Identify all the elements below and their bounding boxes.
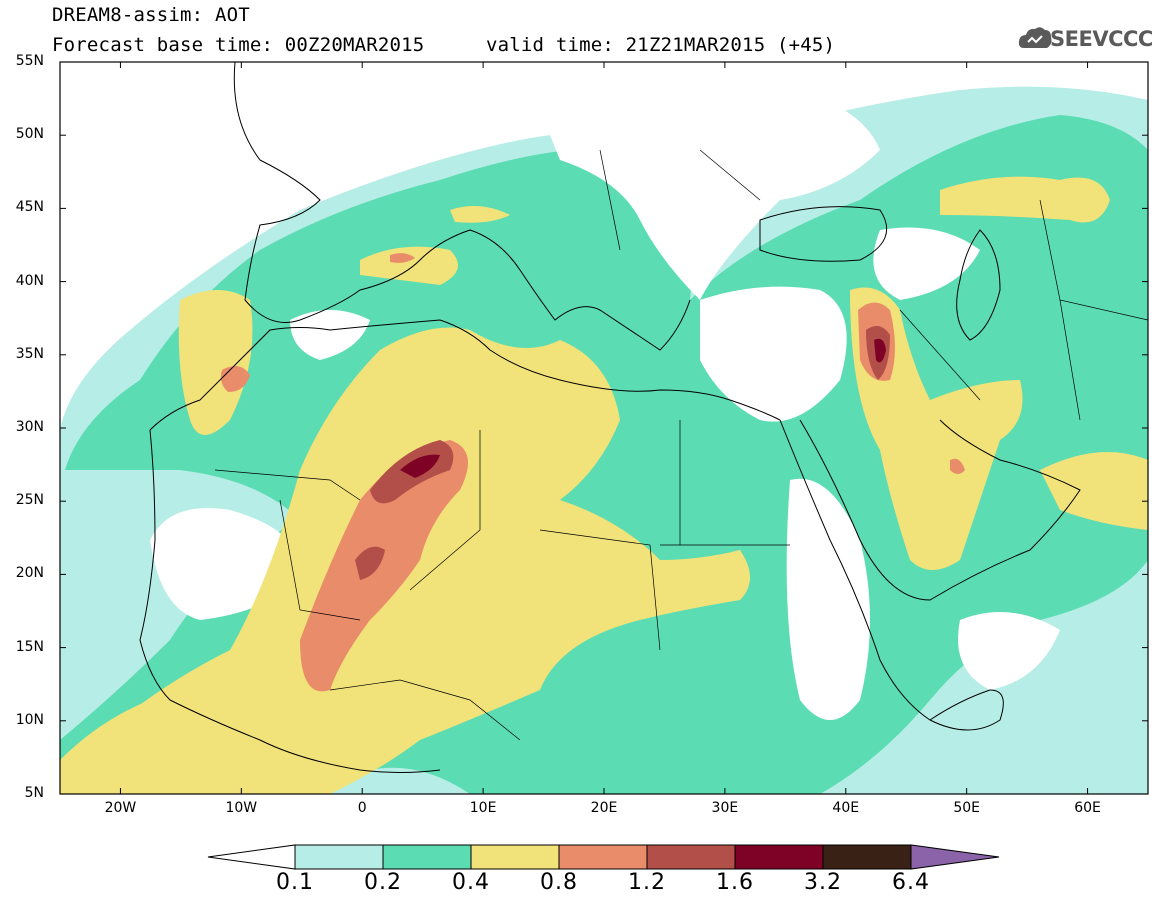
coast-arabia [799, 419, 1081, 601]
colorbar-level-label: 3.2 [804, 870, 842, 895]
coast-blacksea [759, 206, 888, 262]
lon-label: 10E [469, 800, 497, 816]
forecast-base-time: Forecast base time: 00Z20MAR2015 [52, 34, 425, 56]
colorbar-box [646, 844, 736, 870]
colorbar-level-label: 1.2 [628, 870, 666, 895]
lat-label: 5N [24, 785, 44, 801]
lon-label: 50E [953, 800, 980, 816]
colorbar-under-cap [207, 844, 296, 870]
axis-ticks [60, 61, 1148, 795]
coastlines [139, 62, 1081, 773]
lat-label: 25N [15, 492, 44, 509]
clear-europe [540, 78, 880, 300]
colorbar-box [382, 844, 472, 870]
aot-band-1.6-sahara [400, 454, 440, 478]
coast-africa-west [139, 429, 441, 773]
clear-iberia-sea [290, 310, 370, 360]
lat-label: 10N [15, 711, 44, 728]
cloud-logo-icon [1018, 27, 1052, 48]
map-title: DREAM8-assim: AOT [52, 4, 250, 26]
coast-redsea [779, 419, 991, 721]
coast-caspian [956, 229, 1001, 341]
aot-shading [60, 62, 1148, 794]
aot-band-0.4-libya [520, 366, 600, 430]
colorbar-box [470, 844, 560, 870]
colorbar-level-label: 0.8 [540, 870, 578, 895]
colorbar-level-label: 0.4 [452, 870, 490, 895]
colorbar [207, 844, 1000, 870]
colorbar-level-label: 6.4 [892, 870, 930, 895]
colorbar-level-label: 1.6 [716, 870, 754, 895]
lat-label: 40N [15, 272, 44, 289]
lat-label: 50N [15, 126, 44, 143]
colorbar-box [734, 844, 824, 870]
valid-time: valid time: 21Z21MAR2015 (+45) [486, 34, 836, 56]
coast-europe-west [233, 62, 691, 351]
lat-label: 15N [15, 638, 44, 655]
coast-africa-north [149, 319, 781, 431]
coast-east-africa [929, 689, 1004, 731]
aot-band-1.6-iraq [874, 338, 886, 363]
aot-band-0.4-kazakh [940, 176, 1110, 223]
lat-label: 20N [15, 565, 44, 582]
clear-east-africa [786, 478, 870, 720]
colorbar-box [822, 844, 912, 870]
clear-middle-east [700, 286, 847, 422]
lon-label: 20W [104, 800, 137, 816]
aot-band-0.8-gulf [950, 458, 965, 474]
lon-label: 20E [590, 800, 618, 816]
lon-label: 30E [711, 800, 739, 816]
colorbar-box [558, 844, 648, 870]
lon-label: 40E [832, 800, 860, 816]
lat-label: 35N [15, 345, 44, 362]
clear-arabia-south [958, 612, 1060, 690]
aot-band-0.4-morocco [178, 290, 253, 435]
aot-band-0.8-sahara [300, 440, 468, 692]
lon-label: 10W [225, 800, 258, 816]
colorbar-level-label: 0.1 [276, 870, 314, 895]
lat-label: 45N [15, 199, 44, 216]
aot-band-1.2-sahara-south [355, 546, 385, 580]
aot-band-0.4-westafrica [60, 697, 234, 794]
colorbar-box [294, 844, 384, 870]
aot-band-0.4-arabia [1040, 452, 1148, 530]
aot-band-0.8-italy [390, 253, 415, 263]
aot-band-0.4-italy [360, 246, 458, 285]
clear-caspian [873, 227, 980, 300]
aot-band-0.4-balkan [450, 206, 510, 223]
aot-band-0.4-sahara [120, 327, 750, 794]
logo-wordmark: SEEVCCC [1050, 27, 1153, 51]
lon-label: 60E [1074, 800, 1101, 816]
colorbar-level-label: 0.2 [364, 870, 402, 895]
colorbar-over-cap [910, 844, 1000, 870]
lon-label: 0 [357, 800, 367, 816]
lat-label: 30N [15, 419, 44, 435]
lat-label: 55N [15, 53, 44, 69]
borders [214, 149, 1148, 741]
